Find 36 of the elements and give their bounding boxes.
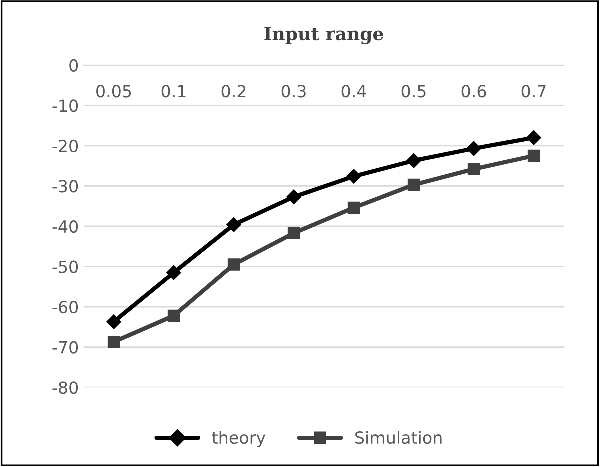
point	[166, 265, 182, 280]
y-tick-label: -10	[52, 100, 78, 112]
point	[348, 202, 360, 214]
y-tick-label: -80	[52, 382, 78, 394]
y-tick-label: -40	[52, 220, 78, 234]
point	[228, 258, 240, 271]
x-tick-label: 0.1	[162, 85, 186, 98]
x-tick-label: 0.3	[282, 85, 306, 98]
point	[286, 190, 302, 204]
y-tick-label: -20	[52, 140, 78, 153]
x-tick-label: 0.4	[342, 85, 366, 98]
chart-title: Input range	[264, 27, 384, 44]
x-tick-label: 0.7	[522, 85, 546, 98]
point	[106, 314, 122, 330]
y-tick-label: -60	[52, 301, 78, 314]
legend-label: Simulation	[356, 431, 442, 444]
y-tick-label: -30	[52, 180, 78, 193]
legend-label: theory	[212, 431, 266, 448]
point	[408, 178, 420, 192]
point	[466, 141, 482, 156]
point	[288, 227, 300, 240]
y-tick-label: -70	[52, 341, 78, 354]
point	[526, 130, 542, 146]
y-tick-label: -50	[52, 260, 78, 274]
point	[108, 336, 120, 348]
y-tick-label: 0	[70, 59, 78, 72]
point	[168, 310, 180, 322]
point	[528, 150, 540, 162]
point	[226, 217, 242, 232]
point	[406, 153, 422, 168]
point	[346, 169, 362, 184]
x-tick-label: 0.05	[96, 85, 132, 98]
x-tick-label: 0.6	[462, 85, 486, 98]
x-tick-label: 0.2	[222, 85, 246, 98]
point	[468, 163, 480, 176]
x-tick-label: 0.5	[402, 85, 426, 98]
